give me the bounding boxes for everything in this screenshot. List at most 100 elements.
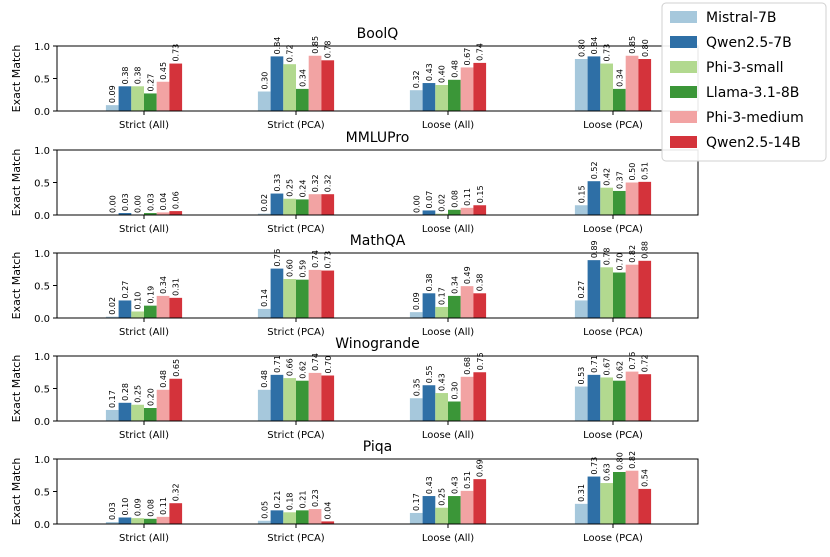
bar-value-label: 0.31 (577, 484, 586, 502)
bar-piqa-qwen2-5-7b-loose-pca (587, 476, 601, 524)
bar-piqa-qwen2-5-14b-strict-pca (321, 521, 335, 524)
bar-piqa-llama-3-1-8b-strict-all (144, 518, 157, 524)
bar-winogrande-phi-3-medium-strict-pca (308, 372, 322, 421)
bar-boolq-mistral-7b-strict-pca (257, 91, 271, 111)
bar-boolq-qwen2-5-7b-loose-all (422, 83, 436, 111)
bar-value-label: 0.59 (298, 260, 307, 278)
bar-value-label: 0.20 (146, 388, 155, 406)
bar-value-label: 0.08 (450, 190, 459, 208)
bar-mmlupro-llama-3-1-8b-strict-pca (296, 199, 309, 215)
bar-winogrande-qwen2-5-7b-strict-pca (270, 374, 284, 421)
bar-mathqa-phi-3-small-loose-all (435, 306, 448, 318)
bar-mmlupro-qwen2-5-7b-strict-all (118, 213, 132, 215)
x-tick-label: Loose (All) (422, 430, 474, 441)
legend-label-mistral-7b: Mistral-7B (706, 10, 777, 26)
x-tick-label: Strict (All) (119, 327, 169, 338)
bar-boolq-mistral-7b-strict-all (105, 105, 119, 111)
bar-mathqa-mistral-7b-loose-pca (574, 300, 588, 318)
bar-mmlupro-qwen2-5-7b-loose-pca (587, 181, 601, 215)
bar-piqa-phi-3-medium-loose-all (460, 490, 474, 524)
panel-boolq: BoolQ Exact Match 0.0 0.5 1.0 0.09 0.30 0.32 0.8… (10, 26, 699, 131)
bar-value-label: 0.70 (615, 253, 624, 271)
y-axis-label: Exact Match (10, 355, 23, 423)
bar-value-label: 0.21 (298, 491, 307, 509)
bar-mathqa-llama-3-1-8b-loose-all (448, 295, 461, 318)
panel-title: MathQA (350, 233, 406, 249)
bar-mmlupro-llama-3-1-8b-strict-all (144, 213, 157, 215)
axes-frame (56, 149, 699, 216)
bar-value-label: 0.33 (273, 174, 282, 192)
bar-piqa-mistral-7b-loose-pca (574, 503, 588, 524)
y-tick-label: 0.5 (34, 385, 50, 396)
bar-piqa-phi-3-small-loose-pca (600, 483, 613, 524)
panel-title: MMLUPro (346, 130, 410, 146)
bar-mathqa-qwen2-5-7b-loose-pca (587, 260, 601, 318)
bar-boolq-phi-3-medium-loose-pca (625, 55, 639, 111)
bar-value-label: 0.48 (159, 370, 168, 388)
bar-boolq-qwen2-5-7b-strict-all (118, 86, 132, 111)
bar-piqa-qwen2-5-7b-loose-all (422, 496, 436, 524)
bar-mathqa-llama-3-1-8b-strict-pca (296, 279, 309, 318)
bar-value-label: 0.84 (273, 37, 282, 55)
bar-mathqa-llama-3-1-8b-loose-pca (613, 272, 626, 318)
bar-boolq-qwen2-5-7b-loose-pca (587, 56, 601, 111)
x-tick-label: Strict (PCA) (267, 120, 325, 131)
x-tick-label: Strict (All) (119, 533, 169, 544)
bar-mathqa-phi-3-small-strict-all (131, 311, 144, 318)
y-tick-label: 0.0 (34, 520, 50, 531)
bar-value-label: 0.67 (603, 358, 612, 376)
bar-mathqa-phi-3-medium-strict-pca (308, 269, 322, 318)
bar-boolq-llama-3-1-8b-strict-all (144, 93, 157, 111)
bar-mmlupro-qwen2-5-14b-loose-all (473, 205, 487, 215)
panel-title: BoolQ (357, 26, 399, 42)
bar-value-label: 0.38 (425, 273, 434, 291)
bar-value-label: 0.00 (108, 195, 117, 213)
bar-winogrande-qwen2-5-14b-loose-pca (638, 374, 652, 421)
axes-frame (56, 458, 699, 525)
y-tick-label: 0.0 (34, 107, 50, 118)
bar-value-label: 0.08 (146, 499, 155, 517)
bar-mathqa-phi-3-medium-loose-all (460, 286, 474, 318)
bar-value-label: 0.50 (628, 163, 637, 181)
bar-value-label: 0.72 (641, 354, 650, 372)
bar-value-label: 0.21 (273, 491, 282, 509)
bar-piqa-phi-3-small-strict-all (131, 518, 144, 524)
bar-value-label: 0.30 (450, 382, 459, 400)
bar-boolq-phi-3-small-strict-all (131, 86, 144, 111)
bar-value-label: 0.84 (590, 37, 599, 55)
bar-winogrande-mistral-7b-loose-pca (574, 386, 588, 421)
bar-mmlupro-phi-3-medium-strict-all (156, 212, 170, 215)
bar-value-label: 0.05 (260, 501, 269, 519)
bar-value-label: 0.30 (260, 72, 269, 90)
bar-value-label: 0.85 (628, 36, 637, 54)
bar-boolq-phi-3-small-strict-pca (283, 64, 296, 111)
bar-value-label: 0.04 (324, 502, 333, 520)
bar-piqa-phi-3-small-loose-all (435, 507, 448, 524)
bar-value-label: 0.71 (590, 355, 599, 373)
x-tick-label: Loose (PCA) (583, 430, 643, 441)
legend-label-phi-3-medium: Phi-3-medium (706, 110, 804, 126)
bar-value-label: 0.52 (590, 161, 599, 179)
y-tick-label: 1.0 (34, 249, 50, 260)
bar-mathqa-phi-3-small-strict-pca (283, 279, 296, 318)
bar-mathqa-phi-3-small-loose-pca (600, 267, 613, 318)
bar-piqa-phi-3-medium-strict-pca (308, 509, 322, 524)
bar-value-label: 0.66 (286, 358, 295, 376)
bar-value-label: 0.32 (172, 483, 181, 501)
bar-boolq-mistral-7b-loose-pca (574, 59, 588, 111)
bar-value-label: 0.72 (286, 44, 295, 62)
bar-value-label: 0.48 (450, 60, 459, 78)
x-tick-label: Strict (PCA) (267, 224, 325, 235)
bar-mathqa-mistral-7b-loose-all (409, 312, 423, 318)
bar-winogrande-qwen2-5-7b-strict-all (118, 402, 132, 421)
bar-value-label: 0.31 (172, 278, 181, 296)
bar-boolq-phi-3-medium-loose-all (460, 67, 474, 111)
bar-value-label: 0.09 (134, 498, 143, 516)
bar-mathqa-mistral-7b-strict-all (105, 316, 119, 318)
bar-value-label: 0.10 (134, 292, 143, 310)
y-tick-label: 0.0 (34, 211, 50, 222)
bar-value-label: 0.49 (463, 266, 472, 284)
bar-mmlupro-qwen2-5-7b-loose-all (422, 210, 436, 215)
bar-boolq-phi-3-medium-strict-all (156, 81, 170, 111)
bar-value-label: 0.00 (412, 195, 421, 213)
